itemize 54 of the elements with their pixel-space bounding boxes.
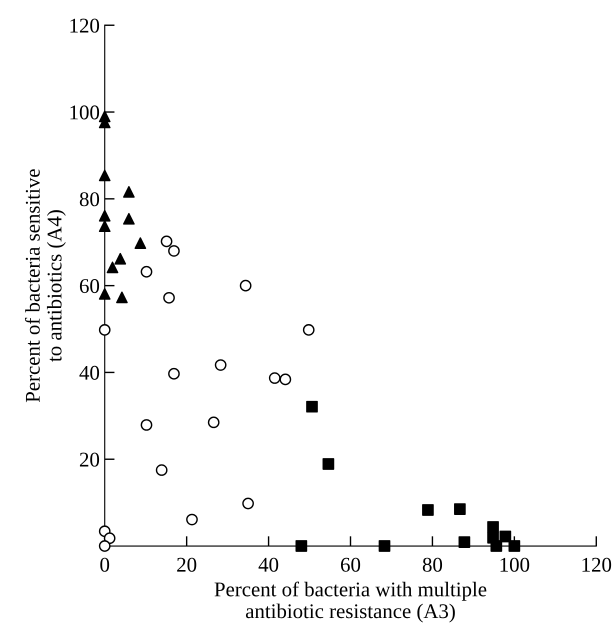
x-tick-label: 120 [582,558,612,572]
y-axis-title: Percent of bacteria sensitive to antibiotics (A4) [24,169,66,402]
point [208,416,220,428]
point [168,368,180,380]
y-tick-label: 20 [80,452,100,467]
point [306,400,318,413]
point [422,504,434,516]
point [98,210,111,222]
point [98,324,111,336]
point [140,419,152,431]
x-axis-title: Percent of bacteria with multiple antibiotic resistance (A3) [214,582,486,622]
point [134,237,146,249]
point [163,292,175,304]
point [454,503,466,515]
point [156,464,168,476]
point [116,292,128,304]
point [123,186,135,198]
point [160,236,172,248]
point [242,498,254,510]
point [296,540,308,552]
y-tick-label: 100 [70,105,100,120]
point [106,262,118,274]
point [240,280,252,292]
x-tick-label: 60 [340,558,360,572]
point [104,532,116,544]
point [123,212,135,225]
y-tick-label: 40 [79,366,100,380]
y-tick-label: 60 [80,279,100,294]
x-tick-label: 20 [177,558,196,572]
point [500,530,512,542]
y-tick-label: 80 [80,192,100,206]
point [378,540,390,552]
point [140,266,152,278]
point [98,540,111,552]
point [458,536,470,548]
point [98,170,111,182]
point [214,359,226,371]
point [302,324,315,336]
point [98,220,111,232]
x-tick-label: 80 [422,558,442,572]
point [268,372,281,384]
point [186,514,198,526]
point [490,540,502,552]
x-tick-label: 100 [500,558,530,572]
point [280,374,292,386]
point [487,521,499,533]
point [322,458,334,470]
point [114,252,126,265]
x-tick-label: 0 [100,558,110,572]
point [508,540,520,552]
point [168,245,180,257]
point [98,288,111,300]
x-tick-label: 40 [258,558,278,572]
y-tick-label: 120 [70,18,100,33]
